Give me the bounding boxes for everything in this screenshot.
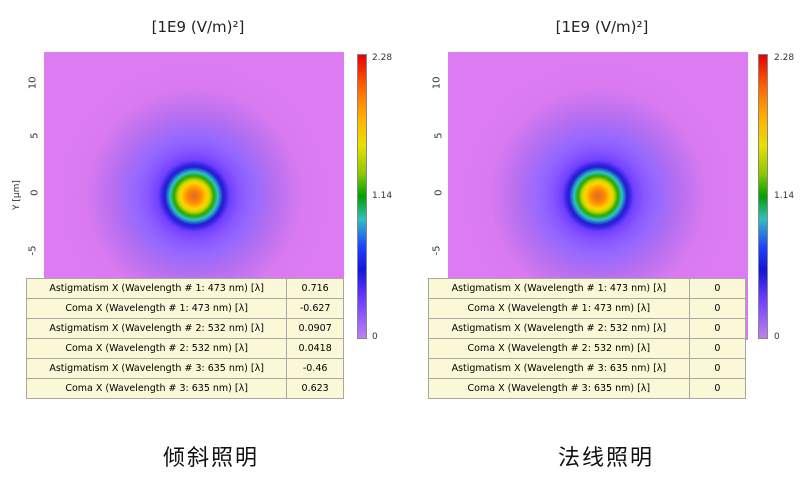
y-tick: -5 [27, 245, 39, 256]
table-row: Coma X (Wavelength # 1: 473 nm) [λ] 0 [428, 298, 747, 319]
colorbar-min-label: 0 [372, 332, 378, 342]
table-row: Astigmatism X (Wavelength # 2: 532 nm) [… [25, 318, 344, 339]
table-cell-value: 0 [688, 278, 747, 299]
y-tick: 0 [433, 189, 445, 196]
table-row: Coma X (Wavelength # 3: 635 nm) [λ] 0 [428, 378, 747, 399]
colorbar-mid-label: 1.14 [372, 191, 393, 201]
table-cell-value: 0 [688, 318, 747, 339]
table-row: Astigmatism X (Wavelength # 3: 635 nm) [… [25, 358, 344, 379]
table-cell-label: Astigmatism X (Wavelength # 1: 473 nm) [… [428, 278, 690, 299]
table-cell-label: Coma X (Wavelength # 3: 635 nm) [λ] [428, 378, 690, 399]
table-cell-value: 0.0418 [286, 338, 344, 359]
y-tick: 5 [433, 132, 445, 139]
y-tick: 0 [29, 189, 41, 196]
table-cell-value: 0.0907 [286, 318, 344, 339]
table-cell-label: Coma X (Wavelength # 2: 532 nm) [λ] [25, 338, 288, 359]
colorbar-mid-label: 1.14 [774, 191, 795, 201]
y-tick: 5 [29, 132, 41, 139]
table-cell-label: Astigmatism X (Wavelength # 3: 635 nm) [… [428, 358, 690, 379]
colorbar-max-label: 2.28 [372, 53, 393, 63]
y-tick: 10 [431, 76, 443, 90]
y-axis-label: Y [μm] [11, 180, 22, 210]
table-row: Astigmatism X (Wavelength # 1: 473 nm) [… [428, 278, 747, 299]
table-row: Astigmatism X (Wavelength # 3: 635 nm) [… [428, 358, 747, 379]
table-cell-label: Coma X (Wavelength # 3: 635 nm) [λ] [25, 378, 288, 399]
table-row: Astigmatism X (Wavelength # 2: 532 nm) [… [428, 318, 747, 339]
table-cell-label: Coma X (Wavelength # 2: 532 nm) [λ] [428, 338, 690, 359]
panel-tilted-illumination: [1E9 (V/m)²] Y [μm] 10 5 0 -5 2.28 1.14 … [0, 0, 400, 477]
table-row: Coma X (Wavelength # 2: 532 nm) [λ] 0 [428, 338, 747, 359]
table-cell-value: -0.627 [286, 298, 344, 319]
colorbar [758, 54, 768, 339]
table-cell-label: Astigmatism X (Wavelength # 2: 532 nm) [… [25, 318, 288, 339]
table-row: Astigmatism X (Wavelength # 1: 473 nm) [… [25, 278, 344, 299]
table-cell-label: Coma X (Wavelength # 1: 473 nm) [λ] [25, 298, 288, 319]
table-cell-value: 0.716 [286, 278, 344, 299]
aberration-table: Astigmatism X (Wavelength # 1: 473 nm) [… [428, 278, 747, 399]
table-cell-value: 0 [688, 338, 747, 359]
caption-normal-illumination: 法线照明 [558, 446, 655, 471]
table-cell-value: 0 [688, 378, 747, 399]
table-cell-value: 0 [688, 298, 747, 319]
panel-normal-illumination: [1E9 (V/m)²] 10 5 0 -5 2.28 1.14 0 Astig… [404, 0, 804, 477]
colorbar [357, 54, 367, 339]
table-cell-value: -0.46 [286, 358, 344, 379]
table-row: Coma X (Wavelength # 2: 532 nm) [λ] 0.04… [25, 338, 344, 359]
plot-title: [1E9 (V/m)²] [151, 18, 245, 36]
table-cell-label: Coma X (Wavelength # 1: 473 nm) [λ] [428, 298, 690, 319]
colorbar-max-label: 2.28 [774, 53, 795, 63]
caption-tilted-illumination: 倾斜照明 [163, 446, 260, 471]
plot-title: [1E9 (V/m)²] [555, 18, 649, 36]
table-row: Coma X (Wavelength # 3: 635 nm) [λ] 0.62… [25, 378, 344, 399]
table-cell-label: Astigmatism X (Wavelength # 1: 473 nm) [… [25, 278, 288, 299]
y-tick: 10 [27, 76, 39, 90]
table-cell-value: 0 [688, 358, 747, 379]
table-cell-label: Astigmatism X (Wavelength # 2: 532 nm) [… [428, 318, 690, 339]
table-cell-label: Astigmatism X (Wavelength # 3: 635 nm) [… [25, 358, 288, 379]
y-tick: -5 [431, 245, 443, 256]
aberration-table: Astigmatism X (Wavelength # 1: 473 nm) [… [25, 278, 344, 399]
colorbar-min-label: 0 [774, 332, 780, 342]
table-row: Coma X (Wavelength # 1: 473 nm) [λ] -0.6… [25, 298, 344, 319]
table-cell-value: 0.623 [286, 378, 344, 399]
